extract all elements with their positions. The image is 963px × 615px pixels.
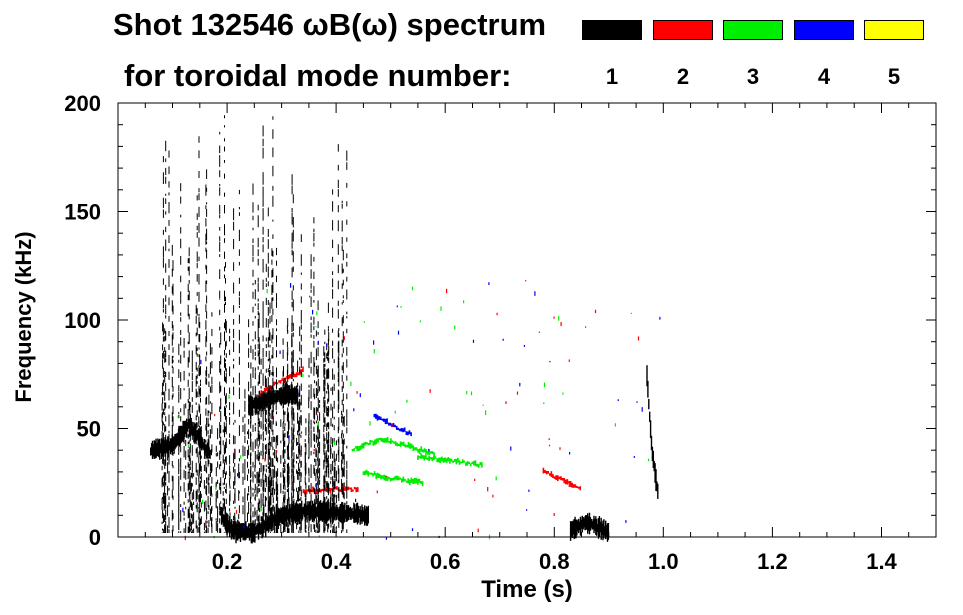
x-tick-label: 1.0 — [648, 549, 679, 574]
y-tick-label: 150 — [64, 200, 101, 225]
feature-mode-4-1 — [373, 413, 412, 437]
legend-swatch-mode-4 — [794, 20, 854, 40]
plot-axes: 0.2 0.4 0.6 0.8 1.0 1.2 1.4 0 50 100 150 200 — [64, 91, 937, 574]
legend-swatch-mode-1 — [582, 20, 642, 40]
feature-mode-3-2 — [417, 453, 483, 468]
feature-mode-2-3 — [542, 467, 581, 491]
x-axis-label: Time (s) — [481, 576, 573, 603]
feature-mode-3-1 — [351, 437, 435, 458]
specks-mode-4 — [182, 282, 661, 540]
feature-mode-3-3 — [362, 469, 424, 487]
feature-mode-1-4 — [569, 512, 610, 542]
legend-label-mode-1: 1 — [605, 64, 619, 89]
legend-swatch-mode-2 — [653, 20, 713, 40]
legend-swatch-mode-3 — [723, 20, 783, 40]
x-tick-label: 1.4 — [866, 549, 897, 574]
specks-mode-2 — [184, 280, 640, 541]
legend-label-mode-5: 5 — [887, 64, 901, 89]
legend-label-mode-4: 4 — [817, 64, 831, 89]
y-tick-label: 100 — [64, 308, 101, 333]
x-tick-label: 0.2 — [212, 549, 243, 574]
y-tick-label: 0 — [89, 525, 101, 550]
legend-swatch-mode-5 — [864, 20, 924, 40]
x-tick-label: 0.6 — [430, 549, 461, 574]
broadband-bursts-mode-1 — [161, 115, 348, 533]
chart-title: Shot 132546 ωB(ω) spectrum — [113, 7, 547, 42]
legend-label-mode-2: 2 — [676, 64, 690, 89]
x-tick-label: 1.2 — [757, 549, 788, 574]
x-tick-label: 0.8 — [539, 549, 570, 574]
y-axis-label: Frequency (kHz) — [11, 231, 36, 402]
spectral-features — [150, 115, 661, 544]
plot-frame — [117, 102, 937, 538]
legend-label-mode-3: 3 — [746, 64, 760, 89]
y-tick-label: 200 — [64, 91, 101, 116]
feature-mode-1-5 — [646, 365, 659, 499]
y-tick-label: 50 — [77, 417, 101, 442]
chart-subtitle: for toroidal mode number: — [124, 58, 512, 93]
x-tick-label: 0.4 — [321, 549, 352, 574]
